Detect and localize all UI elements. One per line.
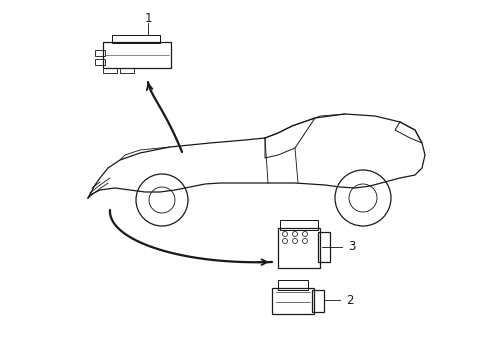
Text: 3: 3 bbox=[348, 240, 356, 253]
Bar bbox=[103, 68, 117, 73]
Text: 2: 2 bbox=[346, 293, 354, 306]
Bar bbox=[120, 68, 134, 73]
Bar bbox=[95, 50, 105, 56]
Bar bbox=[112, 35, 160, 43]
Bar bbox=[95, 59, 105, 65]
Bar bbox=[103, 42, 171, 68]
Bar bbox=[278, 280, 308, 290]
Text: 1: 1 bbox=[144, 12, 152, 24]
Bar bbox=[278, 228, 320, 268]
Bar bbox=[272, 288, 314, 314]
Bar bbox=[280, 220, 318, 230]
Bar bbox=[318, 232, 330, 262]
Bar bbox=[312, 290, 324, 312]
